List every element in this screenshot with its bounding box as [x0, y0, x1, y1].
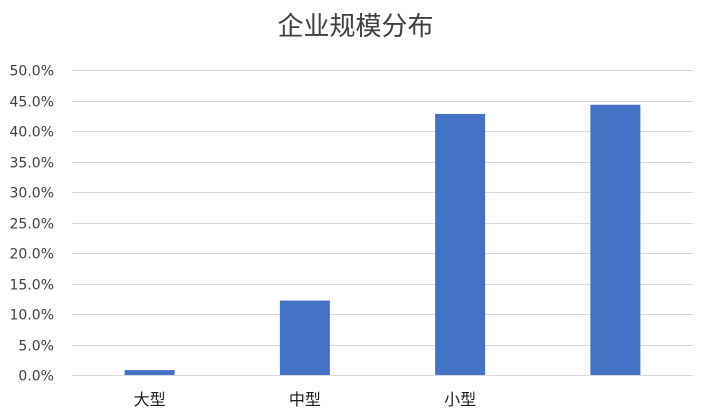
bar — [435, 113, 486, 376]
bar — [590, 104, 641, 376]
y-tick-label: 50.0% — [10, 64, 54, 80]
y-tick-label: 0.0% — [18, 369, 54, 385]
y-tick-label: 15.0% — [10, 278, 54, 294]
chart-title: 企业规模分布 — [277, 12, 434, 42]
y-tick-label: 45.0% — [10, 95, 54, 111]
y-tick-label: 10.0% — [10, 308, 54, 324]
y-tick-label: 5.0% — [18, 339, 54, 355]
x-tick-label: 中型 — [289, 390, 321, 409]
gridlines — [72, 70, 693, 376]
y-tick-label: 35.0% — [10, 156, 54, 172]
y-tick-label: 20.0% — [10, 247, 54, 263]
x-tick-label: 小型 — [444, 390, 476, 409]
y-tick-label: 30.0% — [10, 186, 54, 202]
bar — [279, 300, 330, 375]
x-tick-label: 大型 — [134, 390, 166, 409]
x-axis-ticks: 大型 中型 小型 — [134, 390, 477, 409]
bar — [124, 370, 175, 375]
y-tick-label: 25.0% — [10, 217, 54, 233]
y-tick-label: 40.0% — [10, 125, 54, 141]
bars — [124, 104, 641, 376]
y-axis-ticks: 0.0% 5.0% 10.0% 15.0% 20.0% 25.0% 30.0% 35.0% 40… — [10, 64, 54, 385]
